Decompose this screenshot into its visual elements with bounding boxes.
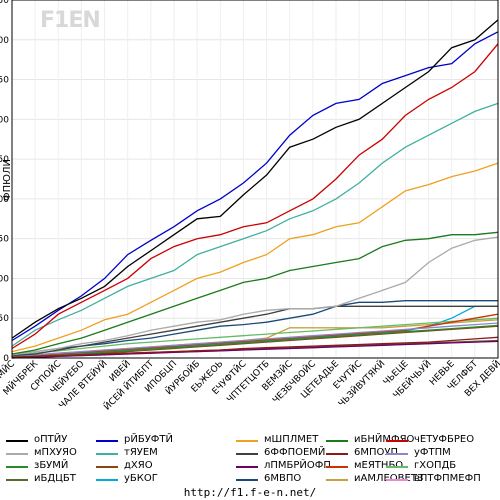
y-tick-label: 50 xyxy=(0,314,9,324)
series-line xyxy=(11,43,499,350)
axes: 050100150200250300350400450БЧУФТБМЙСМЙЧБ… xyxy=(0,0,500,413)
legend-item: уФТПМ xyxy=(386,447,500,461)
y-tick-label: 250 xyxy=(0,155,9,165)
legend-swatch xyxy=(386,479,408,481)
grid xyxy=(11,0,499,359)
legend-swatch xyxy=(326,466,348,468)
legend-item: тЯУЕМ xyxy=(96,447,221,461)
series-line xyxy=(11,31,499,342)
legend-swatch xyxy=(6,453,28,455)
legend-item: вПТФПМЕФП xyxy=(386,473,500,487)
legend-label: иБНЙМФЯО xyxy=(354,434,415,445)
legend-item: зБУМЙ xyxy=(6,460,131,474)
legend-label: дХЯО xyxy=(124,460,153,471)
y-tick-label: 100 xyxy=(0,274,9,284)
y-tick-label: 300 xyxy=(0,115,9,125)
legend-label: оПТЙУ xyxy=(34,434,68,445)
legend-swatch xyxy=(96,466,118,468)
series-line xyxy=(11,317,499,357)
footer-url: http://f1.f-e-n.net/ xyxy=(183,486,317,499)
y-tick-label: 0 xyxy=(3,354,9,364)
legend-swatch xyxy=(6,466,28,468)
series-line xyxy=(11,340,499,359)
legend-item: 6МПОУП xyxy=(326,447,451,461)
legend-item: иБНЙМФЯО xyxy=(326,434,451,448)
plot-frame xyxy=(11,0,499,359)
f1en-logo: F1EN xyxy=(40,8,101,38)
legend-swatch xyxy=(6,440,28,442)
legend-label: зБУМЙ xyxy=(34,460,69,471)
series-line xyxy=(11,102,499,347)
legend-label: тЯУЕМ xyxy=(124,447,158,458)
y-tick-label: 200 xyxy=(0,195,9,205)
series-lines xyxy=(11,19,499,359)
legend-swatch xyxy=(236,479,258,481)
legend-label: 6МПОУП xyxy=(354,447,398,458)
legend-label: иАМЛЕОВЕТЗ xyxy=(354,473,423,484)
legend-swatch xyxy=(236,466,258,468)
legend-swatch xyxy=(6,479,28,481)
legend-swatch xyxy=(236,453,258,455)
legend-swatch xyxy=(236,440,258,442)
legend-item: гХОПДБ xyxy=(386,460,500,474)
legend-item: иАМЛЕОВЕТЗ xyxy=(326,473,451,487)
series-line xyxy=(11,322,499,358)
legend-item: чЕТУФБРЕО xyxy=(386,434,500,448)
series-line xyxy=(11,300,498,355)
series-line xyxy=(11,231,499,355)
y-tick-label: 450 xyxy=(0,0,9,6)
legend-label: мПХУЯО xyxy=(34,447,77,458)
legend-label: мЕЯТНБО xyxy=(354,460,404,471)
legend-item: рЙБУФТЙ xyxy=(96,434,221,448)
legend-label: 6ФФПОЕМЙ xyxy=(264,447,326,458)
legend-item: лПМБРЙОФП xyxy=(236,460,361,474)
legend-item: мЕЯТНБО xyxy=(326,460,451,474)
legend-swatch xyxy=(326,479,348,481)
legend-swatch xyxy=(386,453,408,455)
legend-label: мШПЛМЕТ xyxy=(264,434,319,445)
y-tick-label: 350 xyxy=(0,76,9,86)
legend-item: 6МВПО xyxy=(236,473,361,487)
legend-swatch xyxy=(96,440,118,442)
legend-label: иБДЦБТ xyxy=(34,473,76,484)
legend-label: лПМБРЙОФП xyxy=(264,460,331,471)
y-tick-label: 400 xyxy=(0,36,9,46)
series-line xyxy=(11,336,499,358)
legend-item: иБДЦБТ xyxy=(6,473,131,487)
legend-label: 6МВПО xyxy=(264,473,302,484)
legend-item: мШПЛМЕТ xyxy=(236,434,361,448)
legend-label: уБКОГ xyxy=(124,473,158,484)
series-line xyxy=(11,305,498,357)
logo-text: F1EN xyxy=(40,8,101,33)
series-line xyxy=(11,324,499,358)
series-line xyxy=(11,236,499,356)
legend-swatch xyxy=(96,479,118,481)
legend-swatch xyxy=(96,453,118,455)
legend-label: чЕТУФБРЕО xyxy=(414,434,475,445)
y-tick-label: 150 xyxy=(0,235,9,245)
legend-swatch xyxy=(326,453,348,455)
legend-label: вПТФПМЕФП xyxy=(414,473,481,484)
y-axis-title: ФПЮЛИ xyxy=(2,159,13,201)
series-line xyxy=(11,19,499,339)
series-line xyxy=(11,162,499,353)
legend-item: 6ФФПОЕМЙ xyxy=(236,447,361,461)
legend-swatch xyxy=(386,466,408,468)
legend-item: уБКОГ xyxy=(96,473,221,487)
legend-label: гХОПДБ xyxy=(414,460,457,471)
legend: оПТЙУ рЙБУФТЙ мШПЛМЕТ иБНЙМФЯО чЕТУФБРЕО мПХУ… xyxy=(6,434,496,486)
legend-label: рЙБУФТЙ xyxy=(124,434,173,445)
legend-item: оПТЙУ xyxy=(6,434,131,448)
legend-swatch xyxy=(326,440,348,442)
legend-label: уФТПМ xyxy=(414,447,451,458)
legend-swatch xyxy=(386,440,408,442)
legend-item: мПХУЯО xyxy=(6,447,131,461)
legend-item: дХЯО xyxy=(96,460,221,474)
